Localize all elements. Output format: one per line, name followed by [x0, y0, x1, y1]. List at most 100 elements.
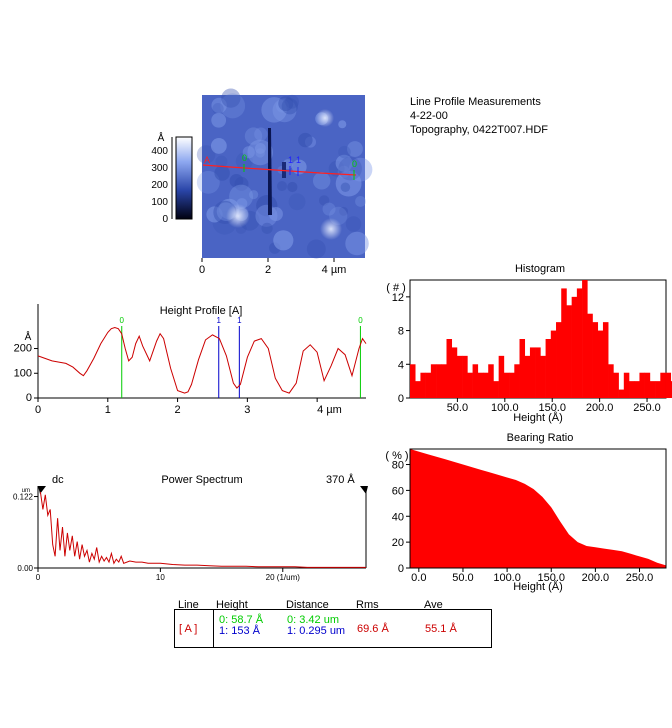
- histogram-bar: [670, 381, 672, 398]
- histogram-bar: [597, 330, 604, 398]
- texture-spot: [287, 181, 298, 193]
- bearing-ylabel: ( % ): [385, 450, 408, 462]
- histogram-xlabel: Height (Å): [513, 411, 563, 424]
- bearing-x-ticks: 0.0 50.0 100.0 150.0 200.0 250.0: [411, 568, 653, 584]
- bearing-xlabel: Height (Å): [513, 580, 563, 593]
- texture-spot: [345, 231, 369, 256]
- height1-value: 1: 153 Å: [219, 625, 260, 637]
- histogram-x-tick: 150.0: [538, 402, 566, 414]
- texture-spot: [242, 146, 255, 159]
- bearing-ratio-chart: Bearing Ratio ( % ) 0 20 40 60 80 0.0 50.0 100…: [385, 432, 667, 593]
- bearing-y-tick: 60: [392, 485, 404, 497]
- texture-spot: [255, 148, 265, 158]
- bearing-frame: [409, 448, 667, 569]
- texture-spot: [196, 145, 216, 164]
- histogram-bar: [613, 372, 619, 398]
- image-cursor1-label: 1: [288, 155, 293, 165]
- texture-spot: [211, 97, 227, 114]
- profile-cursor-label: 0: [120, 316, 125, 325]
- texture-spot: [276, 181, 288, 192]
- histogram-bar: [488, 364, 494, 398]
- texture-spot: [345, 216, 362, 232]
- texture-spot: [215, 155, 228, 168]
- histogram-bar: [415, 381, 421, 398]
- histogram-x-ticks: 50.0 100.0 150.0 200.0 250.0: [447, 398, 661, 414]
- colorbar-tick: 300: [151, 163, 168, 174]
- image-cursor0b-label: 0: [352, 159, 357, 169]
- bearing-title: Bearing Ratio: [507, 432, 574, 444]
- histogram-bar: [582, 280, 588, 398]
- ps-dc-label: dc: [52, 474, 64, 486]
- power-spectrum-chart: Power Spectrum dc 370 Å um 0.122 0.00 0 10…: [13, 473, 368, 582]
- profile-series-line: [37, 326, 367, 394]
- texture-spot: [312, 172, 331, 190]
- histogram-bar: [571, 296, 578, 398]
- bearing-x-tick: 100.0: [493, 572, 521, 584]
- histogram-bar: [608, 364, 614, 398]
- distance1-value: 1: 0.295 um: [287, 625, 346, 637]
- profile-cursors: 0 1 1 0: [120, 316, 363, 398]
- histogram-bar: [509, 372, 515, 398]
- histogram-x-tick: 50.0: [447, 402, 468, 414]
- topography-image: [196, 88, 373, 259]
- histogram-bar: [519, 339, 526, 398]
- profile-cursor-label: 0: [358, 316, 363, 325]
- texture-spot: [211, 112, 227, 128]
- info-title: Line Profile Measurements: [410, 96, 541, 108]
- ps-x-tick: 10: [156, 573, 165, 582]
- colorbar-tick: 0: [162, 214, 168, 225]
- histogram-bar: [483, 372, 489, 398]
- profile-cursor-label: 1: [237, 316, 242, 325]
- histogram-bar: [634, 381, 640, 398]
- image-x-tick: 0: [199, 264, 205, 276]
- profile-cursor-label: 1: [217, 316, 222, 325]
- ps-peak-label: 370 Å: [326, 473, 355, 486]
- bearing-x-tick: 50.0: [452, 572, 473, 584]
- col-height-header: Height: [216, 599, 248, 611]
- histogram-bar: [592, 322, 599, 398]
- histogram-bar: [649, 381, 656, 398]
- histogram-bar: [587, 313, 593, 398]
- texture-spot: [229, 184, 254, 209]
- histogram-bar: [436, 364, 442, 398]
- colorbar-tick: 100: [151, 197, 168, 208]
- bright-feature: [316, 109, 334, 127]
- histogram-bar: [462, 355, 468, 398]
- histogram-bar: [529, 347, 536, 398]
- texture-spot: [244, 127, 263, 145]
- profile-x-ticks: 0 1 2 3 4 µm: [35, 398, 342, 416]
- col-line-header: Line: [178, 599, 199, 611]
- texture-spot: [306, 239, 326, 259]
- texture-spot: [298, 132, 313, 148]
- histogram-bar: [545, 339, 552, 398]
- texture-spot: [235, 152, 253, 170]
- profile-y-ticks: 0 100 200: [14, 343, 38, 404]
- histogram-x-tick: 250.0: [633, 402, 661, 414]
- texture-spot: [285, 94, 299, 109]
- texture-spot: [212, 103, 224, 115]
- image-x-axis: 0 2 4 µm: [199, 258, 346, 276]
- texture-spot: [196, 170, 220, 194]
- texture-spot: [340, 182, 351, 193]
- texture-spot: [254, 142, 266, 154]
- line-label: [ A ]: [179, 623, 198, 635]
- image-x-tick: 4 µm: [322, 264, 347, 276]
- colorbar: Å 400 300 200 100 0: [151, 131, 193, 225]
- histogram-bar: [498, 355, 505, 398]
- dark-line-feature: [268, 128, 272, 215]
- texture-spot: [276, 99, 290, 113]
- histogram-bars: [410, 280, 672, 398]
- histogram-bar: [618, 389, 625, 398]
- profile-start-label: A: [204, 155, 210, 165]
- texture-spot: [221, 88, 241, 108]
- bearing-x-tick: 250.0: [626, 572, 654, 584]
- histogram-bar: [535, 347, 541, 398]
- profile-y-tick: 0: [26, 392, 32, 404]
- histogram-bar: [493, 381, 499, 398]
- height0-value: 0: 58.7 Å: [219, 614, 264, 626]
- dc-marker-icon: [38, 486, 46, 494]
- bearing-y-tick: 20: [392, 537, 404, 549]
- bearing-x-tick: 200.0: [582, 572, 610, 584]
- texture-spot: [338, 145, 351, 159]
- histogram-bar: [514, 364, 520, 398]
